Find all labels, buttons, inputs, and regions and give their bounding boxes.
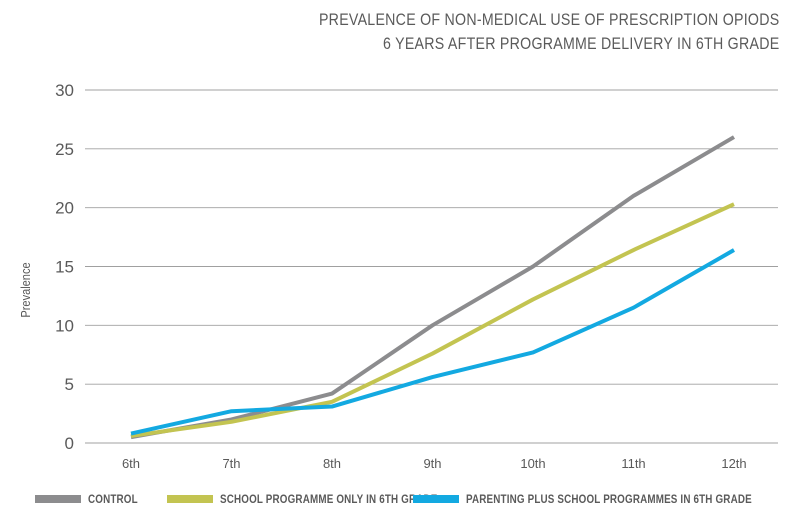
series-line-1 (130, 202, 735, 438)
series-line-0 (130, 135, 736, 440)
legend-label-school-only: SCHOOL PROGRAMME ONLY IN 6TH GRADE (220, 492, 438, 506)
y-tick-label: 30 (55, 81, 74, 100)
series-line-2 (130, 248, 735, 436)
y-tick-label: 15 (55, 258, 74, 277)
y-tick-label: 25 (55, 140, 74, 159)
legend-swatch-control (35, 495, 81, 503)
x-tick-label: 12th (721, 456, 746, 471)
legend: CONTROL SCHOOL PROGRAMME ONLY IN 6TH GRA… (35, 492, 780, 508)
x-tick-label: 11th (621, 456, 645, 471)
y-tick-label: 10 (55, 316, 74, 335)
y-tick-label: 0 (65, 434, 74, 453)
legend-item-school-only: SCHOOL PROGRAMME ONLY IN 6TH GRADE (167, 492, 485, 506)
chart-title-line-1: PREVALENCE OF NON-MEDICAL USE OF PRESCRI… (318, 11, 779, 29)
legend-item-parenting-plus-school: PARENTING PLUS SCHOOL PROGRAMMES IN 6TH … (413, 492, 785, 506)
x-tick-label: 10th (520, 456, 545, 471)
gridlines (85, 89, 778, 444)
legend-item-control: CONTROL (35, 492, 149, 506)
series-lines (130, 135, 736, 440)
chart-title-line-2: 6 YEARS AFTER PROGRAMME DELIVERY IN 6TH … (382, 35, 779, 53)
y-tick-label: 20 (55, 199, 74, 218)
x-axis-ticks: 6th 7th 8th 9th 10th 11th 12th (122, 456, 747, 471)
x-tick-label: 8th (323, 456, 341, 471)
legend-swatch-parenting-plus-school (413, 495, 459, 503)
y-tick-label: 5 (65, 375, 74, 394)
legend-label-parenting-plus-school: PARENTING PLUS SCHOOL PROGRAMMES IN 6TH … (466, 492, 752, 506)
y-axis-label: Prevalence (18, 262, 33, 317)
legend-label-control: CONTROL (88, 492, 138, 506)
line-chart: 0 5 10 15 20 25 30 6th 7th 8th 9th 10th 11th 12th Pr… (18, 81, 778, 471)
x-tick-label: 7th (222, 456, 240, 471)
x-tick-label: 9th (423, 456, 441, 471)
legend-swatch-school-only (167, 495, 213, 503)
y-axis-ticks: 0 5 10 15 20 25 30 (55, 81, 74, 453)
x-tick-label: 6th (122, 456, 140, 471)
chart-title: PREVALENCE OF NON-MEDICAL USE OF PRESCRI… (319, 8, 779, 56)
